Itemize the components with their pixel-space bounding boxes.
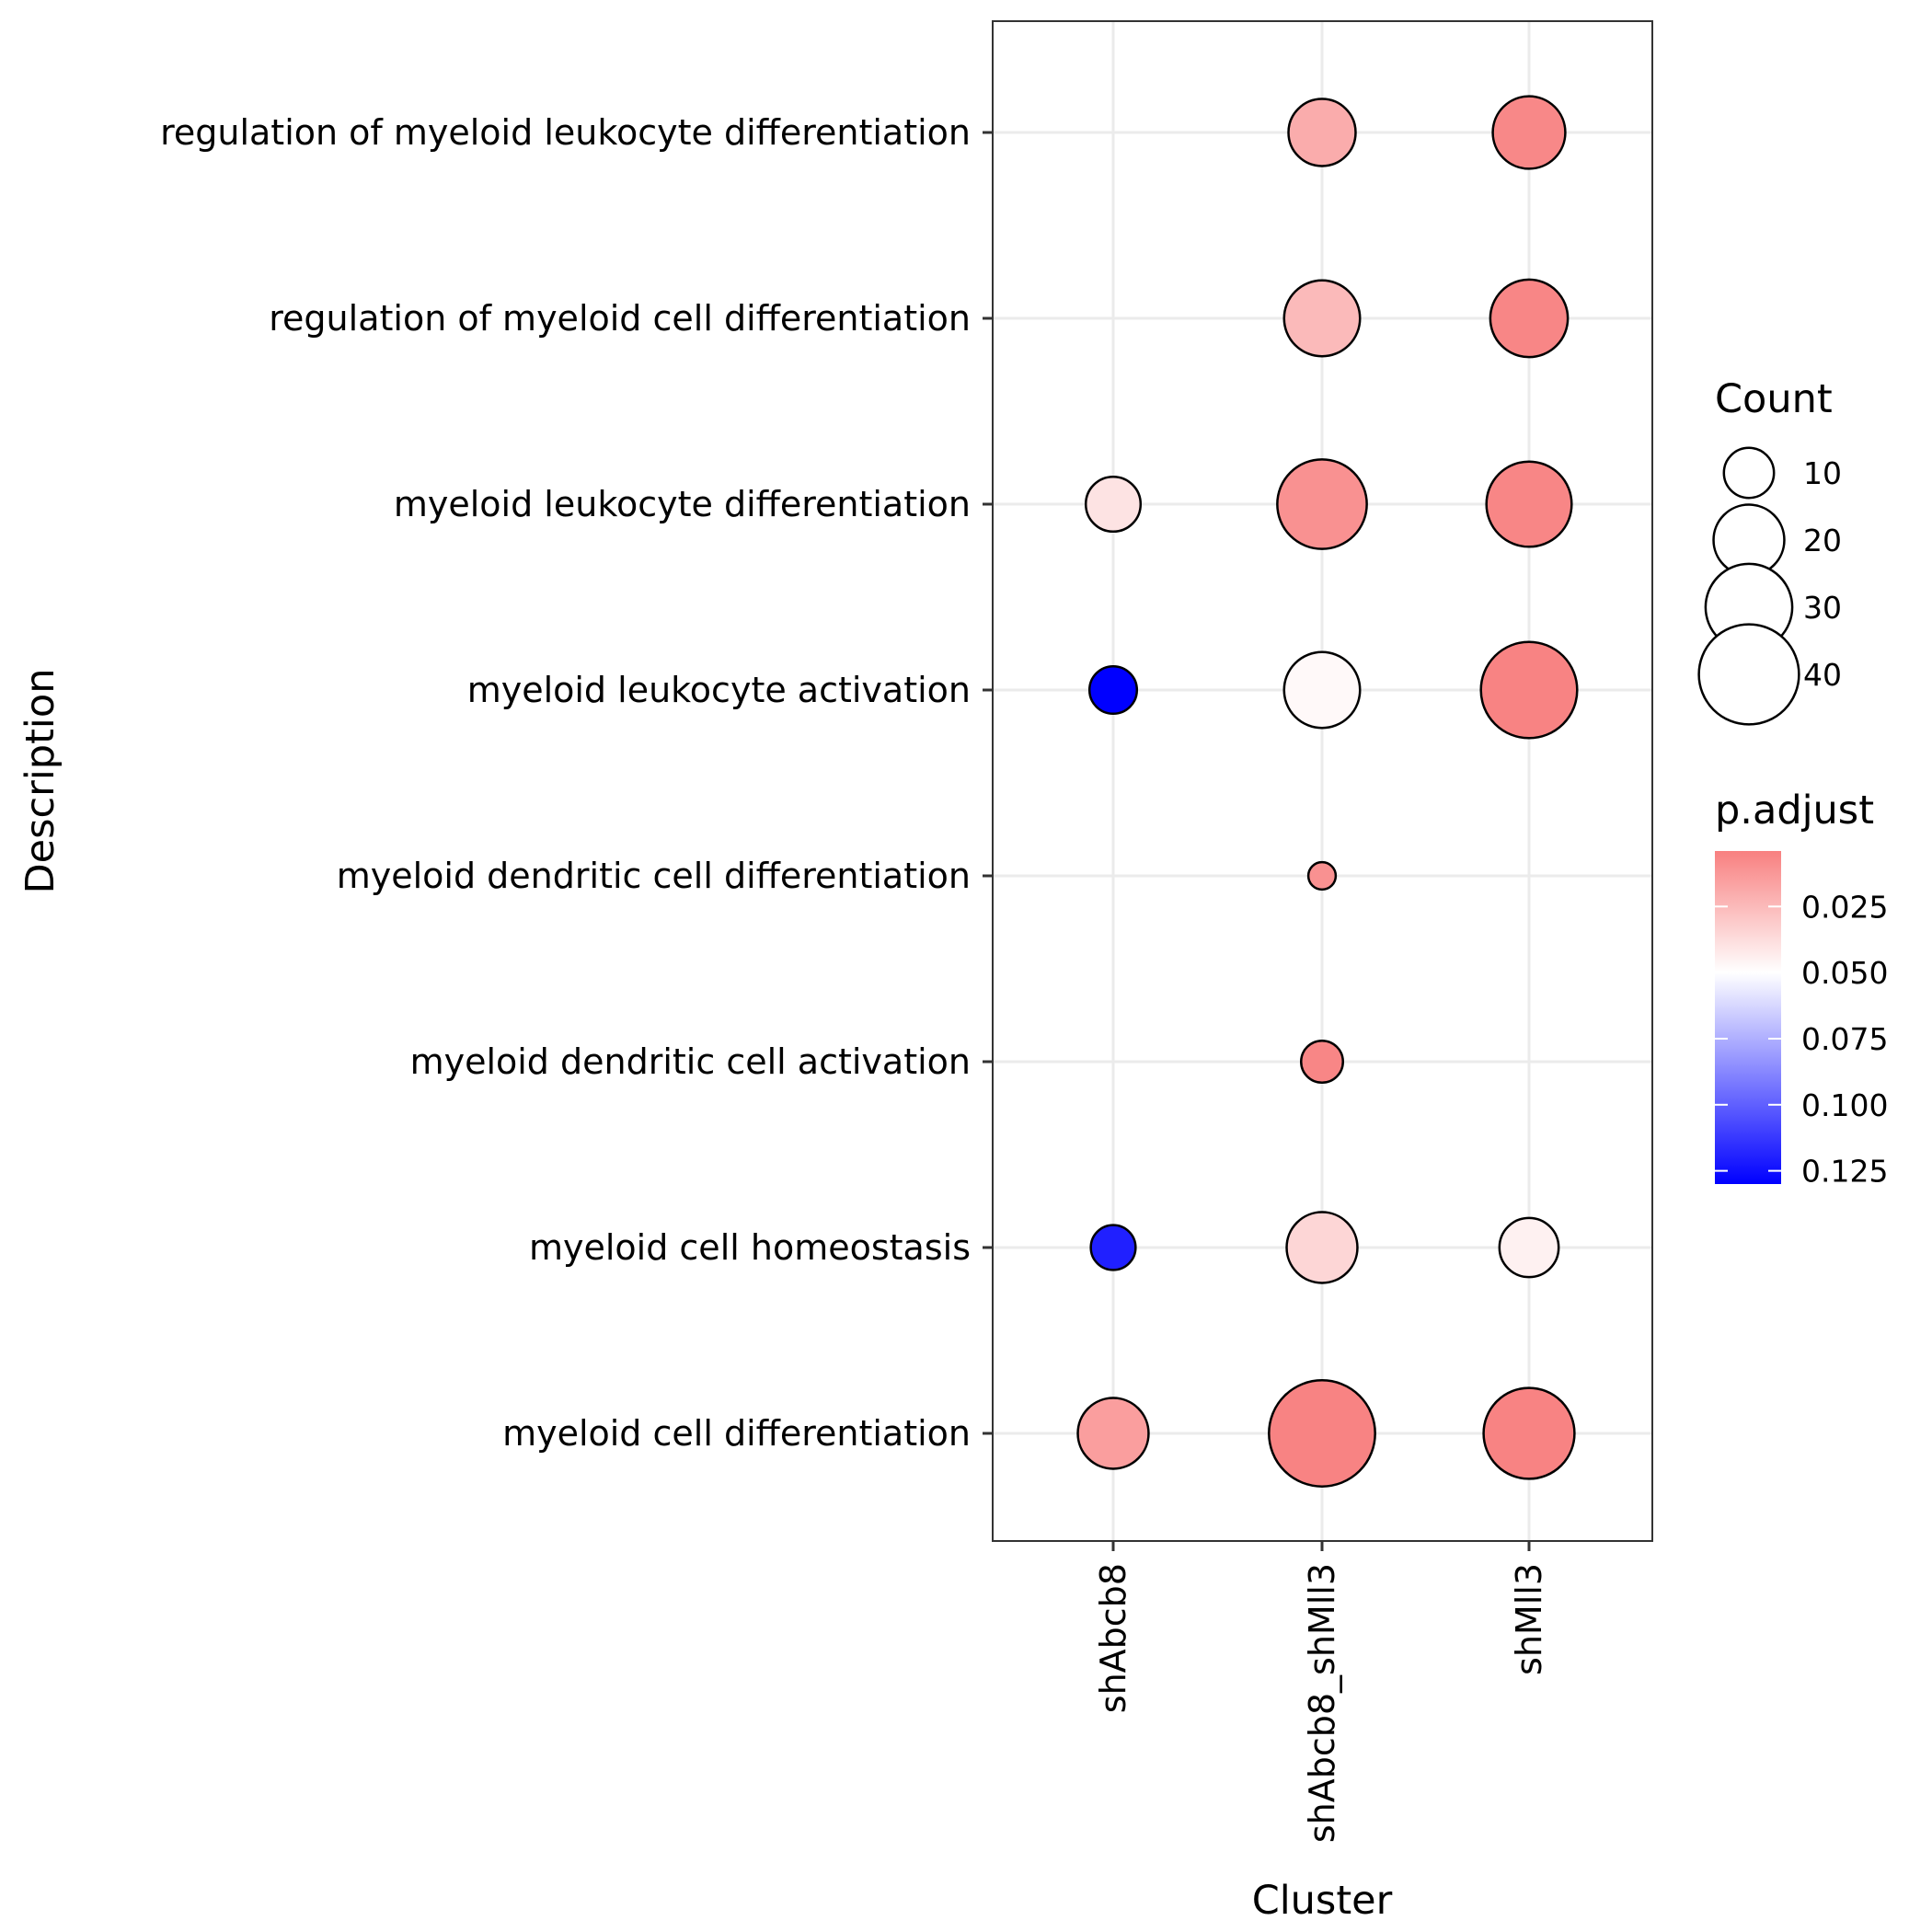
data-point-4 — [1084, 475, 1143, 534]
data-point-14 — [1498, 1216, 1560, 1279]
y-tick-label-4: myeloid leukocyte activation — [467, 670, 971, 710]
y-axis-title: Description — [17, 669, 63, 894]
y-tick-label-2: myeloid dendritic cell activation — [410, 1041, 971, 1082]
legend-p-adjust-colorbar — [1715, 851, 1781, 1184]
y-axis: myeloid cell differentiation myeloid cell… — [160, 112, 993, 1454]
data-point-16 — [1268, 1379, 1376, 1488]
legend-count-label-0: 10 — [1803, 455, 1842, 491]
y-tick-label-0: myeloid cell differentiation — [502, 1413, 971, 1454]
data-point-0 — [1287, 98, 1357, 167]
legend-p-adjust-label-2: 0.075 — [1801, 1021, 1888, 1057]
legend-p-adjust-label-0: 0.025 — [1801, 889, 1888, 925]
legend-count-key-3 — [1697, 623, 1800, 726]
data-point-13 — [1285, 1211, 1359, 1284]
y-tick-label-3: myeloid dendritic cell differentiation — [337, 856, 971, 896]
data-point-1 — [1491, 95, 1567, 170]
x-axis-title: Cluster — [1252, 1878, 1393, 1924]
data-point-15 — [1076, 1397, 1150, 1470]
legend-count: Count 10 20 30 40 — [1697, 376, 1842, 726]
data-point-6 — [1485, 460, 1573, 548]
x-tick-label-1: shAbcb8_shMll3 — [1302, 1563, 1342, 1843]
x-axis: shAbcb8 shAbcb8_shMll3 shMll3 — [1093, 1541, 1549, 1843]
legend-count-label-2: 30 — [1803, 590, 1842, 626]
x-tick-label-0: shAbcb8 — [1093, 1563, 1133, 1713]
y-tick-label-7: regulation of myeloid leukocyte differen… — [160, 112, 971, 153]
legend-p-adjust: p.adjust 0.025 0.050 0.075 0.100 0.125 — [1715, 788, 1888, 1190]
legend-count-key-0 — [1722, 446, 1776, 500]
x-tick-label-2: shMll3 — [1509, 1563, 1549, 1675]
y-tick-label-6: regulation of myeloid cell differentiati… — [269, 298, 971, 339]
data-point-9 — [1479, 640, 1579, 740]
data-point-8 — [1282, 650, 1362, 730]
legend-count-title: Count — [1715, 376, 1833, 422]
data-points — [1076, 95, 1579, 1488]
legend-count-label-1: 20 — [1803, 523, 1842, 558]
y-tick-label-5: myeloid leukocyte differentiation — [394, 484, 971, 524]
data-point-17 — [1482, 1386, 1576, 1480]
data-point-12 — [1089, 1224, 1137, 1271]
data-point-2 — [1282, 279, 1362, 358]
data-point-5 — [1276, 458, 1368, 550]
legend-p-adjust-label-1: 0.050 — [1801, 955, 1888, 991]
y-tick-label-1: myeloid cell homeostasis — [529, 1227, 971, 1268]
data-point-10 — [1306, 860, 1338, 891]
data-point-11 — [1299, 1039, 1345, 1085]
data-point-3 — [1489, 278, 1570, 359]
legend-p-adjust-title: p.adjust — [1715, 788, 1874, 834]
legend-count-label-3: 40 — [1803, 657, 1842, 693]
data-point-7 — [1087, 664, 1139, 716]
legend-p-adjust-label-4: 0.125 — [1801, 1154, 1888, 1190]
legend-p-adjust-label-3: 0.100 — [1801, 1087, 1888, 1123]
